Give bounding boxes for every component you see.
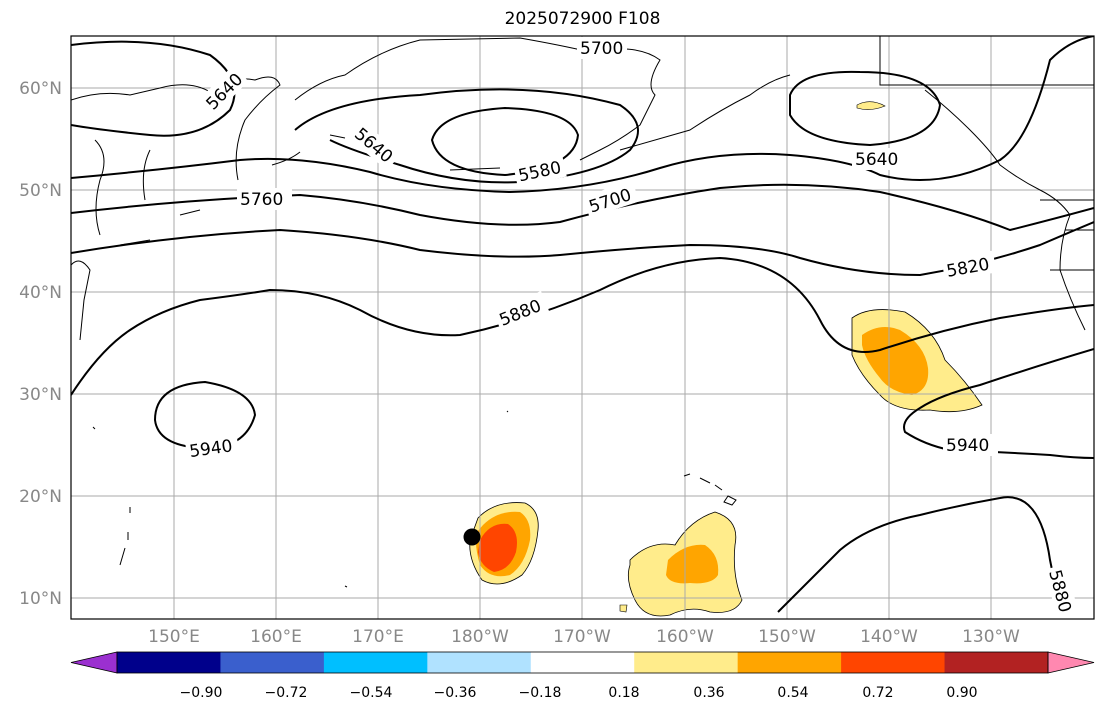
colorbar-segment <box>944 652 1049 673</box>
colorbar-tick-labels: −0.90 −0.72 −0.54 −0.36 −0.18 0.18 0.36 … <box>180 685 978 701</box>
colorbar-segment <box>427 652 532 673</box>
lon-label: 140°W <box>860 627 918 647</box>
contour-label: 5760 <box>240 190 283 210</box>
colorbar-tick-label: 0.54 <box>777 685 808 701</box>
colorbar-segment <box>737 652 842 673</box>
shaded-field-alaska <box>856 101 886 110</box>
map-area: 5700 5640 5640 5580 5640 5760 5700 5820 … <box>71 36 1094 619</box>
graticule <box>71 36 1094 619</box>
shaded-field-northeast <box>851 309 983 413</box>
contour-label: 5700 <box>580 39 623 59</box>
colorbar-segment <box>841 652 946 673</box>
colorbar-tick-label: −0.18 <box>519 685 562 701</box>
colorbar-extend-low <box>70 651 118 674</box>
latitude-labels: 60°N 50°N 40°N 30°N 20°N 10°N <box>19 79 62 609</box>
lat-label: 30°N <box>19 385 62 405</box>
colorbar-segment <box>323 652 428 673</box>
lon-label: 160°E <box>250 627 302 647</box>
lon-label: 160°W <box>656 627 714 647</box>
lat-label: 50°N <box>19 181 62 201</box>
lon-label: 170°W <box>553 627 611 647</box>
contour-label: 5940 <box>946 436 989 456</box>
colorbar-extend-high <box>1047 651 1095 674</box>
contour-label: 5580 <box>517 158 563 187</box>
colorbar-segment <box>634 652 739 673</box>
coastlines <box>71 36 1094 588</box>
colorbar-tick-label: −0.54 <box>350 685 393 701</box>
lat-label: 20°N <box>19 487 62 507</box>
colorbar-tick-label: 0.72 <box>862 685 893 701</box>
shaded-field-southwest <box>469 502 539 585</box>
lon-label: 170°E <box>352 627 404 647</box>
height-contours <box>71 36 1094 619</box>
colorbar-tick-label: −0.36 <box>434 685 477 701</box>
lat-label: 60°N <box>19 79 62 99</box>
colorbar-tick-label: −0.90 <box>180 685 223 701</box>
colorbar <box>70 651 1095 674</box>
contour-label: 5880 <box>1044 568 1075 615</box>
map-frame <box>70 35 1095 620</box>
lat-label: 10°N <box>19 589 62 609</box>
location-marker <box>463 528 481 546</box>
colorbar-frame <box>116 651 1049 674</box>
colorbar-segment <box>220 652 325 673</box>
lon-label: 130°W <box>962 627 1020 647</box>
longitude-labels: 150°E 160°E 170°E 180°W 170°W 160°W 150°… <box>148 627 1020 647</box>
contour-label: 5640 <box>855 150 898 170</box>
colorbar-tick-label: 0.18 <box>608 685 639 701</box>
lon-label: 150°W <box>758 627 816 647</box>
colorbar-segment <box>117 652 221 673</box>
lon-label: 180°W <box>451 627 509 647</box>
colorbar-tick-label: −0.72 <box>265 685 308 701</box>
colorbar-tick-label: 0.90 <box>946 685 977 701</box>
lon-label: 150°E <box>148 627 200 647</box>
lat-label: 40°N <box>19 283 62 303</box>
colorbar-tick-label: 0.36 <box>693 685 724 701</box>
colorbar-segment <box>530 652 635 673</box>
map-title: 2025072900 F108 <box>504 9 661 29</box>
shaded-field-south <box>619 511 743 617</box>
